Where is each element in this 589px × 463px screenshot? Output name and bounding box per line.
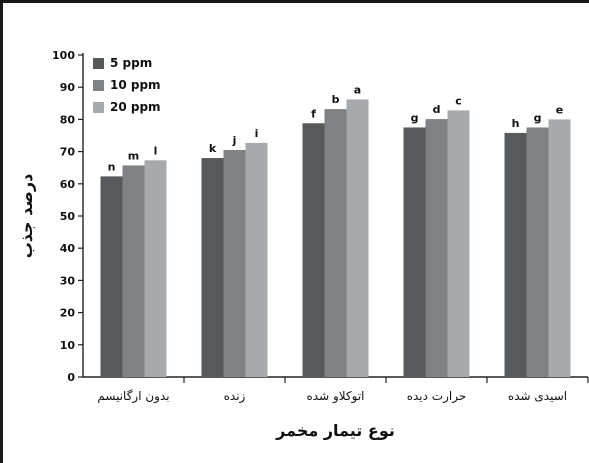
bar [548, 119, 571, 378]
x-axis-title: نوع تیمار مخمر [275, 421, 395, 440]
data-label: c [455, 94, 462, 107]
y-tick-label: 30 [60, 274, 76, 287]
bar [403, 127, 426, 377]
bar [504, 132, 527, 377]
legend-entry: 20 ppm [110, 100, 161, 114]
data-label: h [512, 117, 520, 130]
bar [201, 158, 224, 377]
legend: 5 ppm 10 ppm 20 ppm [93, 56, 161, 114]
bar [223, 149, 246, 377]
bar [122, 165, 145, 377]
y-tick-label: 20 [60, 307, 76, 320]
y-tick-label: 90 [60, 81, 76, 94]
bars: nm l k j i f b a g d c h g e [100, 83, 571, 378]
y-tick-label: 80 [60, 113, 76, 126]
legend-entry: 10 ppm [110, 78, 161, 92]
bar [302, 123, 325, 377]
data-label: n [108, 160, 116, 173]
y-tick-label: 0 [67, 371, 75, 384]
axes: 0 10 20 30 40 50 60 70 80 90 100 بدون ارگانیسم زنده ا… [52, 49, 589, 404]
y-tick-label: 40 [60, 242, 76, 255]
bar [346, 99, 369, 377]
y-tick-label: 100 [52, 49, 75, 62]
x-tick-label: زنده [224, 389, 246, 404]
legend-swatch [93, 102, 104, 113]
y-tick-label: 70 [60, 146, 76, 159]
data-label: b [332, 93, 340, 106]
y-tick-label: 50 [60, 210, 76, 223]
data-label: a [354, 83, 361, 96]
legend-entry: 5 ppm [110, 56, 152, 70]
x-tick-label: اسیدی شده [508, 389, 567, 403]
data-label: m [128, 149, 139, 162]
bar [324, 109, 347, 377]
data-label: g [534, 111, 542, 124]
x-tick-label: حرارت دیده [407, 389, 467, 404]
bar [425, 119, 448, 377]
y-axis-title: درصد جذب [17, 174, 36, 259]
legend-swatch [93, 58, 104, 69]
y-tick-label: 10 [60, 339, 76, 352]
bar [144, 160, 167, 377]
data-label: j [232, 134, 237, 147]
y-tick-label: 60 [60, 178, 76, 191]
legend-swatch [93, 80, 104, 91]
data-label: f [311, 107, 316, 120]
bar [100, 176, 123, 377]
data-label: k [209, 142, 217, 155]
data-label: l [154, 144, 158, 157]
x-tick-label: اتوکلاو شده [307, 389, 365, 404]
x-tick-label: بدون ارگانیسم [97, 389, 169, 404]
data-label: i [255, 127, 259, 140]
bar [526, 127, 549, 377]
data-label: d [433, 103, 441, 116]
bar [245, 142, 268, 377]
bar [447, 110, 470, 377]
data-label: e [556, 103, 563, 116]
data-label: g [411, 111, 419, 124]
